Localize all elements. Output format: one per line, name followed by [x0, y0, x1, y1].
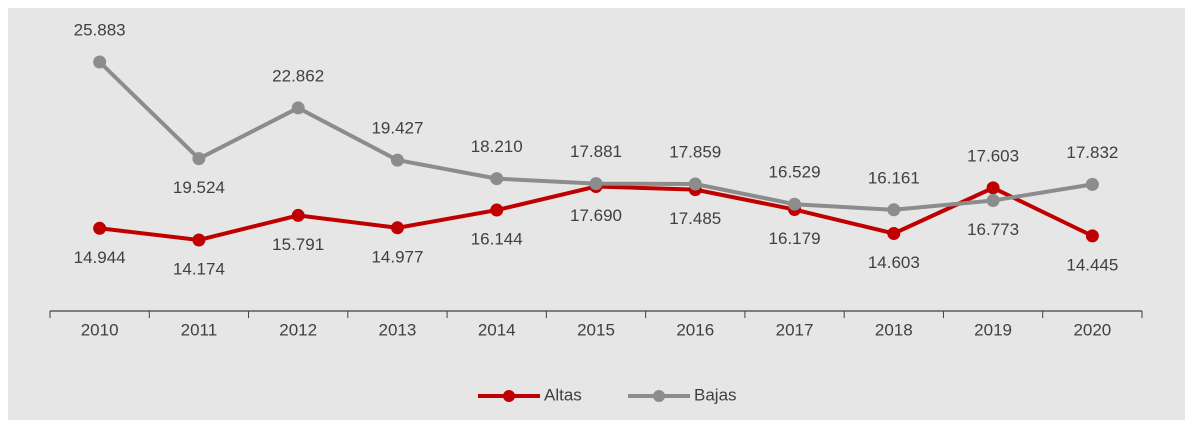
- legend-marker: [503, 390, 515, 402]
- data-label: 15.791: [272, 235, 324, 254]
- point: [192, 152, 206, 166]
- data-label: 16.144: [471, 230, 523, 249]
- data-label: 25.883: [74, 20, 126, 39]
- point: [887, 226, 901, 240]
- data-label: 14.603: [868, 253, 920, 272]
- data-label: 17.603: [967, 146, 1019, 165]
- point: [291, 208, 305, 222]
- point: [788, 197, 802, 211]
- point: [986, 181, 1000, 195]
- x-tick-label: 2013: [379, 320, 417, 339]
- point: [291, 101, 305, 115]
- point: [887, 203, 901, 217]
- data-label: 16.179: [769, 229, 821, 248]
- x-tick-label: 2018: [875, 320, 913, 339]
- data-label: 17.859: [669, 142, 721, 161]
- x-tick-label: 2015: [577, 320, 615, 339]
- x-tick-label: 2012: [279, 320, 317, 339]
- point: [390, 153, 404, 167]
- point: [986, 193, 1000, 207]
- point: [1085, 177, 1099, 191]
- point: [589, 177, 603, 191]
- data-label: 17.832: [1066, 143, 1118, 162]
- data-label: 22.862: [272, 66, 324, 85]
- data-label: 14.977: [371, 247, 423, 266]
- x-tick-label: 2011: [181, 320, 218, 339]
- data-label: 16.773: [967, 220, 1019, 239]
- point: [93, 55, 107, 69]
- x-tick-label: 2016: [676, 320, 714, 339]
- point: [490, 172, 504, 186]
- x-tick-label: 2014: [478, 320, 516, 339]
- chart-background: [8, 8, 1185, 420]
- point: [1085, 229, 1099, 243]
- data-label: 14.445: [1066, 255, 1118, 274]
- data-label: 18.210: [471, 137, 523, 156]
- x-tick-label: 2020: [1073, 320, 1111, 339]
- data-label: 19.524: [173, 178, 225, 197]
- data-label: 16.529: [769, 163, 821, 182]
- data-label: 17.881: [570, 142, 622, 161]
- x-tick-label: 2010: [81, 320, 119, 339]
- data-label: 17.690: [570, 206, 622, 225]
- data-label: 16.161: [868, 168, 920, 187]
- point: [93, 221, 107, 235]
- legend-label: Bajas: [694, 385, 737, 404]
- x-tick-label: 2017: [776, 320, 814, 339]
- point: [192, 233, 206, 247]
- point: [490, 203, 504, 217]
- legend-marker: [653, 390, 665, 402]
- data-label: 14.944: [74, 248, 126, 267]
- data-label: 14.174: [173, 259, 225, 278]
- data-label: 17.485: [669, 209, 721, 228]
- point: [390, 221, 404, 235]
- x-tick-label: 2019: [974, 320, 1012, 339]
- legend-label: Altas: [544, 385, 582, 404]
- point: [688, 177, 702, 191]
- data-label: 19.427: [371, 119, 423, 138]
